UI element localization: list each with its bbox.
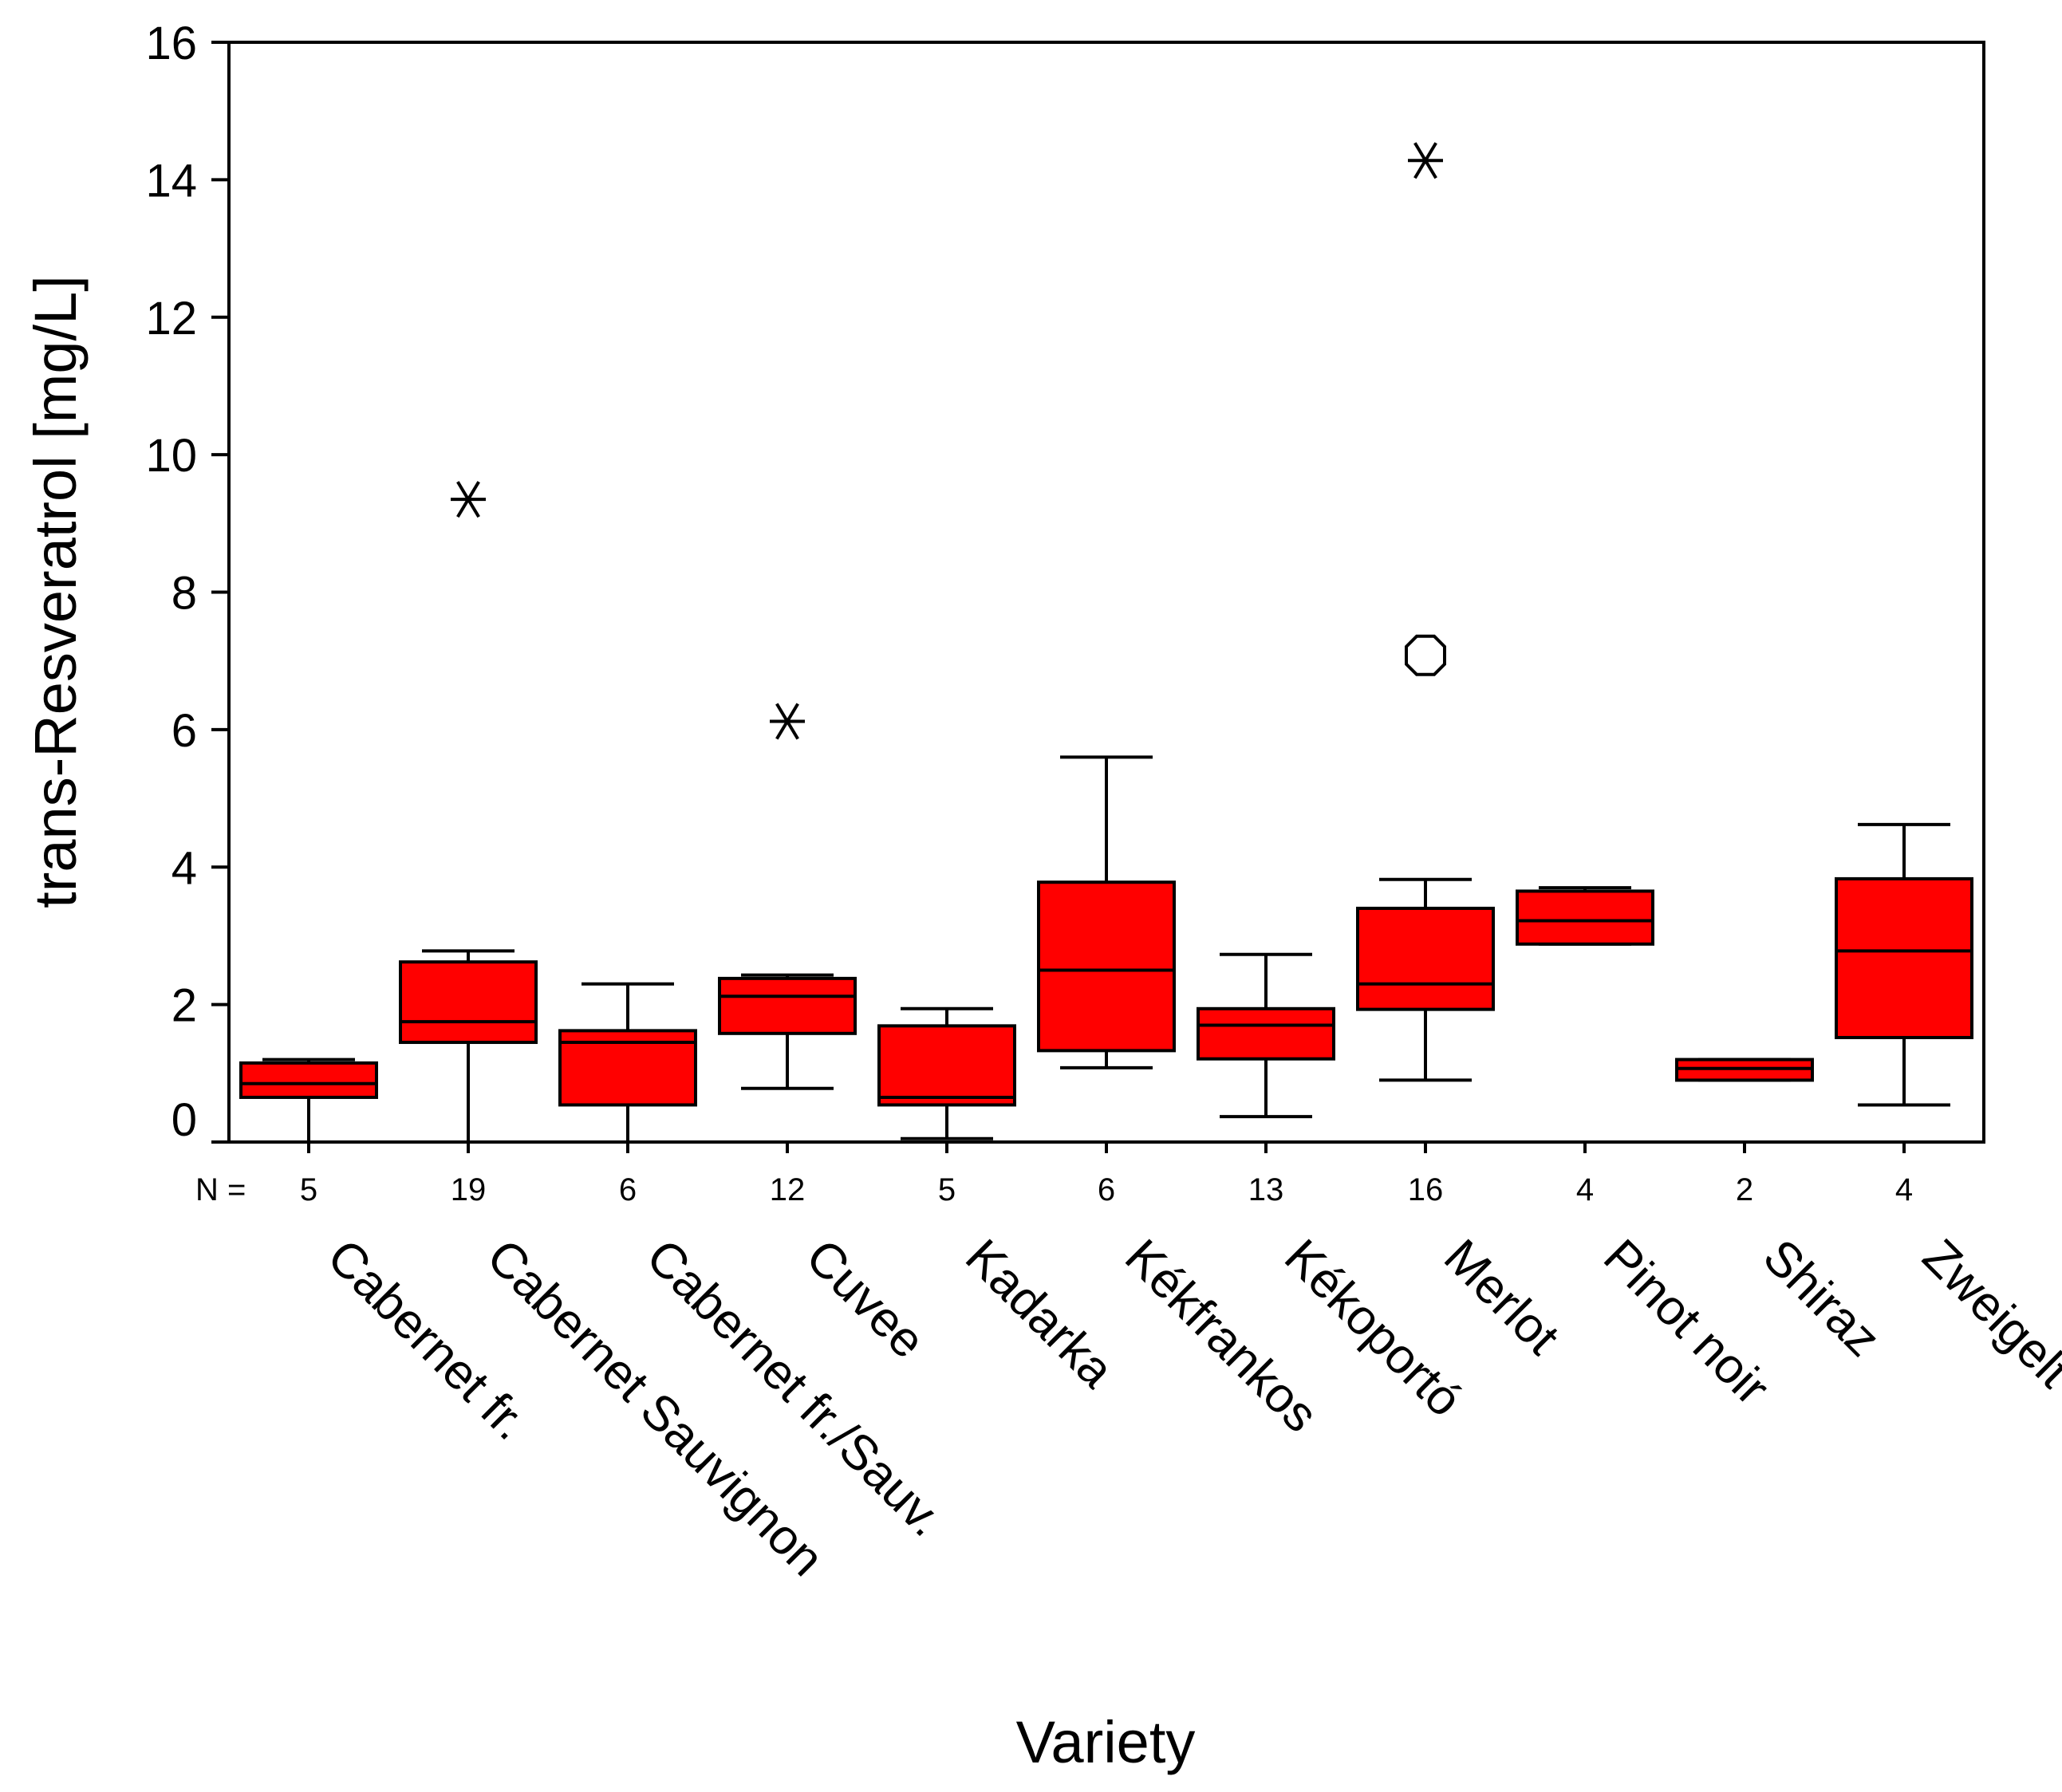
y-tick-label: 6	[172, 705, 197, 757]
iqr-box	[239, 1061, 378, 1099]
y-axis-label: trans-Resveratrol [mg/L]	[22, 275, 89, 908]
box-kekfrankos	[1037, 755, 1176, 1069]
box-merlot	[1356, 877, 1495, 1082]
n-value: 19	[451, 1172, 487, 1207]
category-label-shiraz: Shiraz	[1753, 1229, 1890, 1367]
box-cabernet-fr-sauv	[558, 982, 697, 1142]
y-tick-label: 2	[172, 980, 197, 1032]
n-value: 5	[300, 1172, 317, 1207]
box-series	[239, 755, 1973, 1142]
y-tick-label: 0	[172, 1094, 197, 1146]
n-label: N =	[195, 1172, 246, 1207]
box-kadarka	[877, 1006, 1016, 1140]
category-label-zweigelt: Zweigelt	[1912, 1229, 2062, 1398]
iqr-box	[1516, 889, 1654, 946]
n-value: 4	[1576, 1172, 1594, 1207]
outlier-circle	[1405, 634, 1446, 676]
category-label-cuvee: Cuvee	[795, 1229, 936, 1369]
box-kekoporto	[1197, 952, 1335, 1119]
outlier-asterisk	[1408, 142, 1443, 179]
box-shiraz	[1675, 1057, 1814, 1082]
iqr-box	[718, 976, 857, 1035]
iqr-box	[1037, 880, 1176, 1053]
y-tick-label: 16	[145, 18, 197, 69]
box-zweigelt	[1835, 822, 1973, 1107]
outlier-asterisk	[770, 703, 805, 740]
category-label-kadarka: Kadarka	[955, 1229, 1124, 1398]
box-cabernet-fr	[239, 1057, 378, 1142]
n-value: 6	[1098, 1172, 1115, 1207]
y-tick-label: 12	[145, 293, 197, 345]
y-axis-ticks: 0 2 4 6 8 10 12 14 16	[145, 18, 1906, 1153]
y-tick-label: 4	[172, 842, 197, 894]
box-cuvee	[718, 973, 857, 1090]
sample-size-row: N = 5 19 6 12 5 6 13 16 4 2 4	[195, 1172, 1913, 1207]
y-tick-label: 8	[172, 568, 197, 620]
category-label-pinot-noir: Pinot noir	[1593, 1229, 1780, 1416]
iqr-box	[1835, 876, 1973, 1039]
y-tick-label: 14	[145, 155, 197, 207]
iqr-box	[877, 1024, 1016, 1107]
iqr-box	[1356, 906, 1495, 1011]
iqr-box	[1197, 1006, 1335, 1061]
n-value: 5	[938, 1172, 956, 1207]
n-value: 13	[1248, 1172, 1284, 1207]
plot-area-frame	[227, 41, 1985, 1144]
outlier-asterisk	[451, 481, 486, 518]
category-label-merlot: Merlot	[1433, 1229, 1570, 1365]
n-value: 6	[619, 1172, 637, 1207]
n-value: 12	[770, 1172, 806, 1207]
box-pinot-noir	[1516, 886, 1654, 946]
n-value: 16	[1408, 1172, 1444, 1207]
box-cabernet-sauvignon	[399, 949, 538, 1142]
iqr-box	[399, 960, 538, 1045]
category-label-cabernet-fr-sauv: Cabernet fr./Sauv.	[636, 1229, 954, 1547]
x-axis-label: Variety	[1016, 1709, 1196, 1775]
outlier-markers	[451, 142, 1446, 740]
n-value: 2	[1736, 1172, 1753, 1207]
n-value: 4	[1895, 1172, 1913, 1207]
y-tick-label: 10	[145, 430, 197, 482]
